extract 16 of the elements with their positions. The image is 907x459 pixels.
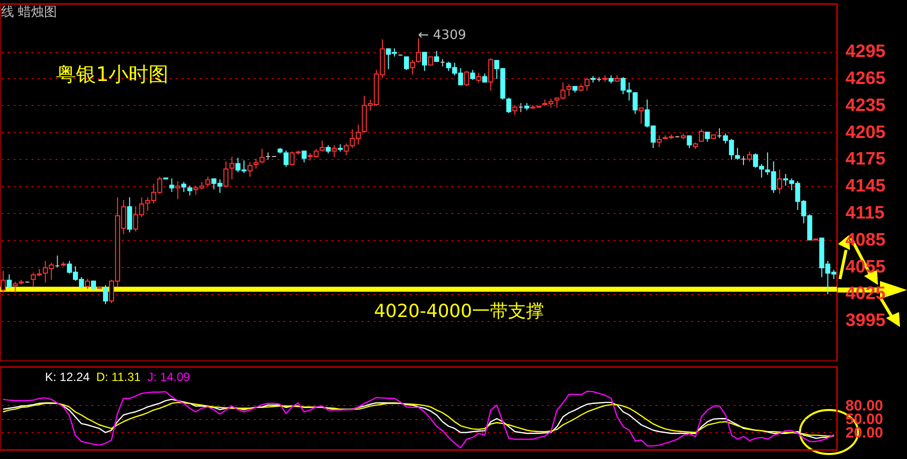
annotation: 线 蜡烛图 xyxy=(1,5,58,20)
ref-line-label: 4020-4000一带支撑 xyxy=(374,301,544,322)
y-tick-label: 4175 xyxy=(846,148,886,169)
y-tick-label: 4295 xyxy=(846,41,886,62)
y-tick-label: 80.00 xyxy=(846,398,884,415)
y-tick-label: 4265 xyxy=(846,68,886,88)
y-tick-label: 4205 xyxy=(846,122,886,142)
annotation: ← 4309 xyxy=(418,28,466,43)
y-tick-label: 3995 xyxy=(846,310,886,330)
text: D: 11.31 xyxy=(96,370,141,384)
y-tick-label: 4145 xyxy=(846,176,886,196)
y-tick-label: 4115 xyxy=(846,202,885,222)
series-label: J: 14.09 xyxy=(147,370,190,384)
series-label: K: 12.24 xyxy=(45,370,90,384)
text: 粤银1小时图 xyxy=(56,62,169,86)
y-tick-label: 4235 xyxy=(846,94,886,115)
